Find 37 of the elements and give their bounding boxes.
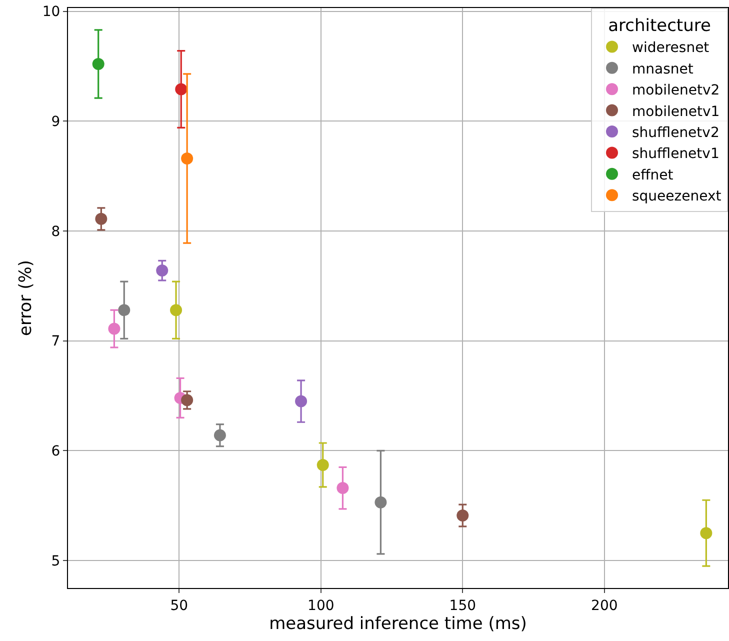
x-tick-label: 150	[449, 598, 476, 614]
point	[156, 264, 168, 277]
y-axis-title: error (%)	[16, 260, 36, 336]
point	[456, 510, 469, 522]
legend-label: effnet	[632, 167, 674, 184]
point	[374, 496, 387, 508]
x-axis-title: measured inference time (ms)	[269, 614, 527, 634]
legend-label: shufflenetv1	[632, 146, 720, 162]
legend-label: wideresnet	[632, 40, 710, 56]
y-tick-label: 5	[51, 553, 60, 570]
point	[170, 304, 182, 316]
point	[108, 322, 120, 335]
legend-label: shufflenetv2	[632, 124, 720, 141]
point	[336, 482, 349, 494]
y-tick-label: 8	[51, 224, 60, 240]
point	[181, 394, 194, 406]
y-tick-label: 9	[51, 114, 60, 130]
point	[92, 58, 104, 70]
y-tick-label: 7	[51, 334, 60, 350]
legend-label: mnasnet	[632, 61, 694, 78]
point	[316, 458, 329, 471]
legend-label: mobilenetv1	[632, 104, 720, 120]
legend-title: architecture	[608, 16, 711, 36]
x-tick-label: 50	[170, 598, 188, 614]
point	[700, 527, 712, 540]
point	[95, 212, 108, 225]
point	[214, 429, 226, 442]
y-tick-label: 6	[51, 444, 60, 460]
x-tick-label: 200	[591, 598, 618, 614]
point	[181, 152, 194, 164]
x-tick-label: 100	[308, 598, 334, 614]
point	[175, 83, 188, 96]
legend-label: mobilenetv2	[632, 82, 720, 99]
point	[295, 395, 308, 408]
y-tick-label: 10	[42, 4, 60, 20]
legend-label: squeezenext	[632, 188, 722, 205]
point	[118, 304, 130, 316]
